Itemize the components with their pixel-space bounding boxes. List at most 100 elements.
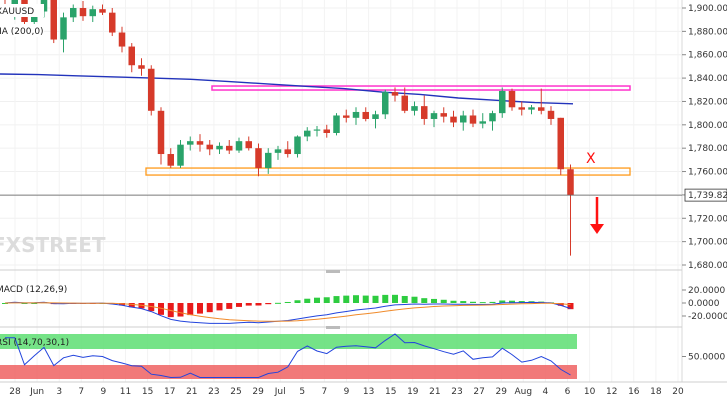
price-tick-label: 1,800.000 — [688, 121, 727, 131]
candle-body — [362, 111, 369, 119]
candle-body — [411, 106, 418, 111]
macd-histogram-bar — [450, 300, 457, 303]
sma-label-bg — [0, 24, 44, 37]
macd-histogram-bar — [245, 303, 252, 306]
candle-body — [508, 90, 516, 108]
rsi-label: RSI (14,70,30,1) — [0, 338, 69, 348]
macd-tick-label: -20.0000 — [688, 312, 727, 322]
macd-histogram-bar — [470, 301, 476, 303]
date-tick-label: 9 — [344, 387, 350, 397]
macd-tick-label: 0.0000 — [688, 299, 720, 309]
candle-body — [284, 149, 291, 155]
candle-body — [430, 113, 438, 119]
date-tick-label: 23 — [451, 387, 462, 397]
macd-axis: 20.0000 0.0000 -20.0000 — [682, 286, 727, 322]
candle-body — [187, 141, 194, 145]
date-tick-label: 10 — [584, 387, 596, 397]
candle-body — [401, 95, 408, 111]
macd-histogram-bar — [431, 298, 437, 303]
macd-histogram-bar — [21, 302, 28, 304]
candle-body — [128, 46, 135, 66]
price-tick-label: 1,840.000 — [688, 74, 727, 84]
date-tick-label: 27 — [473, 387, 484, 397]
date-tick-label: 13 — [363, 387, 374, 397]
candle-body — [79, 8, 87, 17]
candle-body — [274, 149, 282, 153]
macd-histogram-bar — [304, 298, 311, 303]
macd-histogram-bar — [2, 303, 8, 304]
candle-body — [245, 141, 252, 149]
macd-histogram-bar — [440, 299, 447, 303]
date-tick-label: 7 — [78, 387, 84, 397]
candle-body — [177, 144, 184, 166]
macd-histogram-bar — [197, 303, 203, 314]
macd-histogram-bar — [401, 295, 408, 303]
last-price-group: 1,739.820 — [0, 188, 727, 202]
candle-body — [557, 117, 564, 170]
date-tick-label: 25 — [230, 387, 241, 397]
macd-tick-label: 20.0000 — [688, 286, 725, 296]
candle-body — [235, 141, 243, 151]
candle-body — [479, 121, 486, 124]
macd-panel — [2, 294, 574, 324]
macd-histogram-bar — [499, 300, 506, 303]
macd-histogram-bar — [187, 303, 194, 316]
candle-body — [157, 110, 165, 155]
date-tick-label: 15 — [142, 387, 153, 397]
macd-histogram-bar — [479, 302, 486, 304]
macd-histogram-bar — [557, 303, 564, 306]
macd-histogram-bar — [255, 303, 262, 306]
macd-signal-line — [4, 302, 571, 322]
candle-body — [460, 115, 467, 123]
rsi-line — [5, 333, 571, 379]
rsi-axis: 50.0000 — [682, 353, 725, 363]
candle-body — [391, 92, 399, 96]
candle-body — [89, 9, 96, 17]
date-tick-label: 17 — [164, 387, 175, 397]
macd-histogram-bar — [177, 303, 184, 317]
candle-body — [148, 68, 155, 111]
candle-body — [50, 0, 57, 40]
macd-histogram-bar — [216, 303, 223, 311]
candles — [1, 0, 574, 256]
date-tick-label: 18 — [650, 387, 662, 397]
zones — [145, 85, 631, 176]
candle-body — [323, 129, 330, 133]
candle-body — [450, 116, 457, 123]
date-tick-label: Jun — [29, 387, 44, 397]
rsi-tick-label: 50.0000 — [688, 353, 725, 363]
candle-body — [382, 92, 389, 115]
date-tick-label: Jul — [274, 387, 286, 397]
date-tick-label: 5 — [299, 387, 305, 397]
date-tick-label: 19 — [407, 387, 419, 397]
price-tick-label: 1,860.000 — [688, 51, 727, 61]
macd-histogram-bar — [148, 303, 155, 312]
macd-histogram-bar — [158, 303, 164, 315]
date-tick-label: 23 — [208, 387, 219, 397]
candle-body — [255, 148, 262, 169]
macd-histogram-bar — [509, 300, 515, 303]
candle-body — [518, 107, 525, 110]
candle-body — [567, 169, 574, 195]
candle-body — [99, 9, 106, 13]
date-tick-label: 12 — [606, 387, 617, 397]
date-tick-label: 29 — [495, 387, 507, 397]
macd-histogram-bar — [284, 301, 291, 303]
candle-body — [313, 129, 321, 131]
date-tick-label: 21 — [186, 387, 197, 397]
last-price-label: 1,739.820 — [688, 191, 727, 201]
date-tick-label: 11 — [120, 387, 131, 397]
candle-body — [440, 113, 447, 117]
date-tick-label: 9 — [101, 387, 107, 397]
rsi-resize-handle[interactable] — [326, 326, 340, 329]
macd-histogram-bar — [31, 302, 38, 304]
macd-histogram-bar — [275, 302, 281, 304]
macd-histogram-bar — [489, 301, 496, 303]
candle-body — [528, 107, 535, 110]
macd-resize-handle[interactable] — [326, 270, 340, 273]
macd-histogram-bar — [421, 298, 428, 303]
macd-histogram-bar — [206, 303, 213, 313]
macd-histogram-bar — [314, 297, 320, 303]
macd-histogram-bar — [353, 295, 359, 303]
